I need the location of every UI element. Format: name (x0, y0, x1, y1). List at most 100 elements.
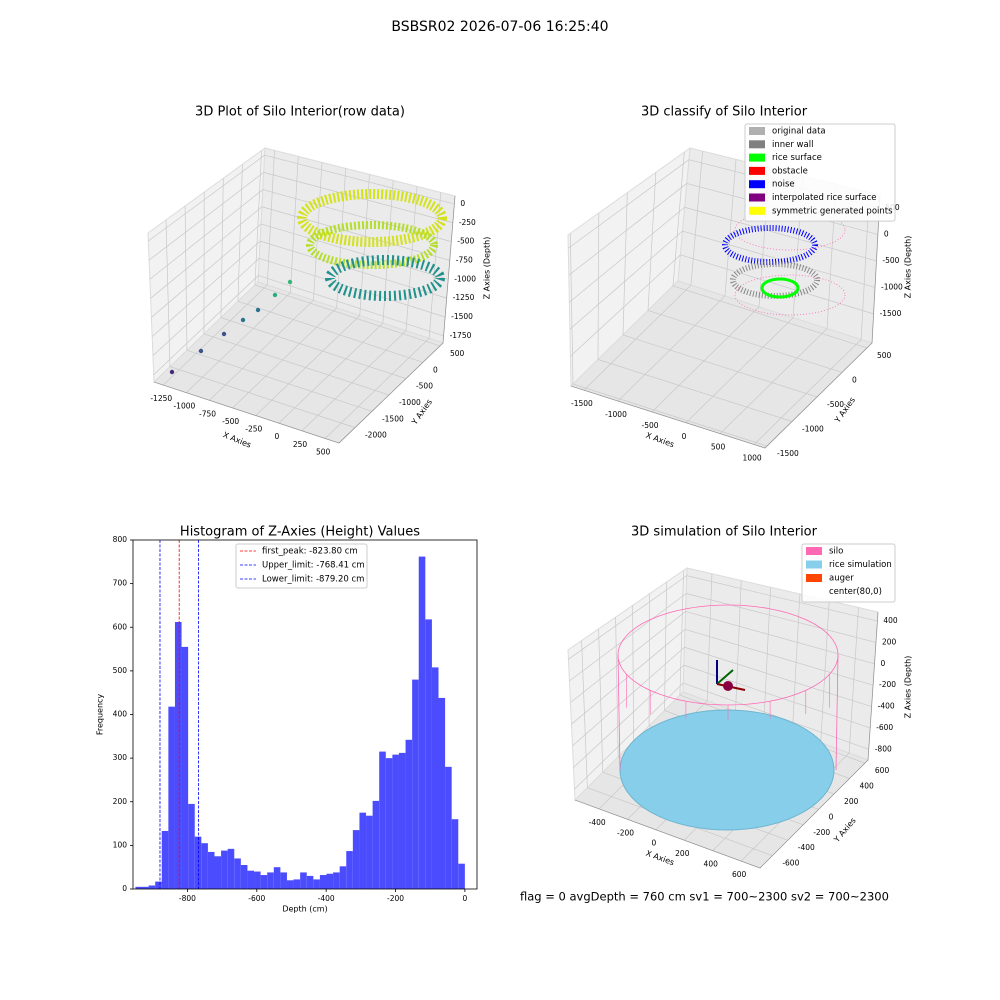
figure-title: BSBSR02 2026-07-06 16:25:40 (391, 19, 608, 35)
z-tick-label: -500 (457, 237, 474, 246)
bar (451, 819, 459, 889)
z-tick-label: -1500 (451, 312, 473, 321)
bar (418, 556, 426, 889)
bar (174, 622, 182, 889)
bar (181, 646, 189, 889)
bar (425, 619, 432, 889)
point-cloud-decor (255, 307, 261, 313)
legend-swatch (806, 574, 822, 582)
bar (431, 667, 439, 889)
grid-line (719, 328, 828, 434)
bar (319, 875, 327, 889)
x-tick-label: -1250 (150, 394, 172, 403)
y-tick-label: 0 (122, 884, 127, 893)
z-tick-label: -500 (882, 256, 899, 265)
legend-swatch (749, 140, 765, 149)
grid-line (568, 183, 688, 276)
grid-line (266, 150, 275, 286)
bar (207, 851, 215, 889)
legend-swatch (806, 587, 822, 596)
x-tick-label: -250 (245, 425, 262, 434)
bar (438, 697, 446, 889)
silo-decor (617, 654, 621, 771)
x-tick-label: -200 (387, 894, 404, 903)
grid-line (622, 192, 628, 335)
axis-line (574, 611, 879, 869)
grid-line (153, 275, 259, 375)
subplot-title: 3D classify of Silo Interior (641, 105, 808, 120)
grid-line (150, 206, 263, 299)
point-cloud-decor (272, 292, 278, 298)
z-tick-label: -250 (459, 218, 476, 227)
grid-line (258, 275, 444, 337)
grid-line (683, 664, 871, 729)
point-cloud-decor (730, 261, 820, 299)
point-cloud-decor (221, 331, 227, 337)
z-axis-label: Z Axies (Depth) (904, 236, 913, 299)
point-cloud-decor (760, 277, 800, 299)
z-tick-label: 0 (884, 229, 889, 238)
bar (135, 886, 143, 889)
y-tick-label: -200 (813, 828, 830, 837)
grid-line (148, 154, 265, 242)
grid-line (261, 206, 450, 261)
bar (254, 871, 261, 889)
grid-line (260, 223, 449, 280)
grid-line (597, 213, 600, 360)
grid-line (163, 284, 268, 386)
bar (445, 766, 452, 889)
subplot-title: Histogram of Z-Axies (Height) Values (180, 525, 420, 540)
bar (260, 875, 268, 889)
x-tick-label: -500 (222, 417, 239, 426)
bar (372, 800, 380, 889)
z-tick-label: -200 (879, 680, 896, 689)
grid-line (820, 600, 830, 743)
silo-decor (835, 654, 839, 771)
grid-line (632, 605, 634, 742)
grid-line (237, 300, 424, 363)
grid-line (684, 628, 874, 686)
grid-line (664, 582, 667, 711)
x-tick-label: -1500 (571, 399, 593, 408)
grid-line (570, 611, 686, 703)
y-tick-label: 0 (829, 812, 834, 821)
grid-line (169, 366, 356, 428)
legend-box (801, 543, 896, 603)
y-tick-label: 300 (113, 753, 128, 762)
grid-line (617, 295, 726, 402)
z-tick-label: 0 (460, 199, 465, 208)
legend-label: Upper_limit: -768.41 cm (262, 561, 365, 571)
grid-line (686, 575, 878, 622)
bar (161, 830, 169, 889)
x-tick-label: -800 (179, 894, 196, 903)
subplot-title: 3D Plot of Silo Interior(row data) (195, 105, 405, 120)
axis-line (153, 195, 456, 444)
x-tick-label: -400 (318, 894, 335, 903)
point-cloud-decor (240, 317, 246, 323)
grid-line (570, 254, 681, 357)
grid-line (598, 628, 604, 773)
silo-decor (723, 681, 733, 691)
grid-line (569, 206, 685, 303)
grid-line (209, 300, 314, 401)
legend-box (235, 543, 368, 589)
grid-line (264, 154, 455, 205)
bar (379, 751, 386, 889)
z-tick-label: -800 (875, 744, 892, 753)
bar (293, 879, 301, 889)
grid-line (679, 570, 684, 696)
grid-line (152, 258, 260, 356)
bar (247, 870, 255, 889)
y-tick-label: 500 (450, 349, 465, 358)
subplot-title: 3D simulation of Silo Interior (631, 525, 818, 540)
z-tick-label: 400 (883, 616, 898, 625)
bar (221, 850, 228, 889)
bar (306, 875, 314, 889)
grid-line (569, 233, 574, 385)
y-tick-label: -1000 (399, 398, 421, 407)
y-tick-label: -400 (798, 843, 815, 852)
grid-line (572, 646, 685, 747)
x-tick-label: 0 (274, 432, 279, 441)
subplot: -400-2000200400600-600-400-2000200400600… (567, 525, 913, 879)
x-tick-label: 0 (682, 432, 687, 441)
